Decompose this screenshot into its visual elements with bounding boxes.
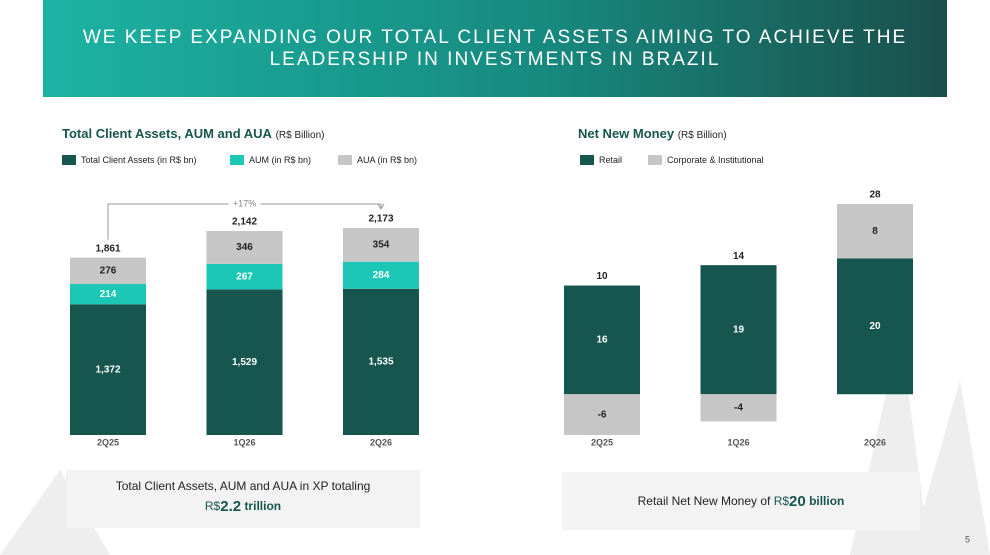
value-label: 1,372 xyxy=(95,364,120,375)
bar-segment xyxy=(206,289,283,435)
chart-title: Net New Money (R$ Billion) xyxy=(578,126,727,141)
x-tick-label: 1Q26 xyxy=(727,437,749,447)
chart-subtitle: (R$ Billion) xyxy=(678,130,727,141)
value-label: 354 xyxy=(373,240,390,251)
x-tick-label: 2Q26 xyxy=(370,437,392,447)
value-label: -4 xyxy=(734,402,743,413)
callout-prefix: R$ xyxy=(205,499,221,513)
callout-prefix: R$ xyxy=(774,494,790,508)
legend-swatch xyxy=(62,155,76,165)
chart-title: Total Client Assets, AUM and AUA (R$ Bil… xyxy=(62,126,324,141)
bar-segment xyxy=(70,257,146,284)
legend-label: Retail xyxy=(599,155,622,165)
bar-segment xyxy=(837,258,913,395)
legend-swatch xyxy=(338,155,352,165)
callout-unit: trillion xyxy=(244,499,281,513)
x-tick-label: 2Q25 xyxy=(591,437,613,447)
value-label: 16 xyxy=(596,335,608,346)
bar-segment xyxy=(206,230,283,264)
total-label: 2,142 xyxy=(232,217,257,228)
value-label: 346 xyxy=(236,242,253,253)
bar-segment xyxy=(343,228,419,262)
legend-label: Corporate & Institutional xyxy=(667,155,764,165)
bar-segment xyxy=(343,288,419,435)
legend-label: AUM (in R$ bn) xyxy=(249,155,311,165)
header-band xyxy=(43,0,947,97)
bar-segment xyxy=(206,263,283,290)
value-label: 284 xyxy=(373,270,390,281)
callout-amount: 2.2 xyxy=(220,498,241,515)
callout-value: R$2.2 trillion xyxy=(205,498,281,515)
legend-label: AUA (in R$ bn) xyxy=(357,155,417,165)
legend-swatch xyxy=(580,155,594,165)
total-label: 2,173 xyxy=(368,214,393,225)
callout-text: Retail Net New Money of xyxy=(638,494,771,508)
page-number: 5 xyxy=(965,534,970,544)
value-label: 267 xyxy=(236,271,253,282)
total-label: 1,861 xyxy=(95,243,120,254)
value-label: 1,535 xyxy=(368,357,393,368)
value-label: 20 xyxy=(869,321,881,332)
bar-segment xyxy=(564,285,640,395)
bar-segment xyxy=(564,394,640,435)
chart-subtitle: (R$ Billion) xyxy=(276,130,325,141)
header-title: WE KEEP EXPANDING OUR TOTAL CLIENT ASSET… xyxy=(83,27,907,48)
total-label: 14 xyxy=(733,251,745,262)
chart-title-main: Net New Money xyxy=(578,126,675,141)
value-label: 19 xyxy=(733,324,745,335)
legend-swatch xyxy=(648,155,662,165)
bar-segment xyxy=(700,394,777,422)
callout-line: Retail Net New Money of R$20 billion xyxy=(638,493,845,510)
bar-segment xyxy=(343,261,419,289)
header-title: LEADERSHIP IN INVESTMENTS IN BRAZIL xyxy=(270,49,721,70)
x-tick-label: 2Q25 xyxy=(97,437,119,447)
legend-swatch xyxy=(230,155,244,165)
bar-segment xyxy=(70,283,146,305)
bar-segment xyxy=(837,204,913,259)
annotation: +17% xyxy=(233,198,256,208)
annotation-bg xyxy=(228,198,261,210)
annotation-arrow xyxy=(377,203,385,210)
legend-label: Total Client Assets (in R$ bn) xyxy=(81,155,197,165)
callout-unit: billion xyxy=(809,494,844,508)
total-label: 10 xyxy=(596,271,608,282)
value-label: 1,529 xyxy=(232,357,257,368)
bar-segment xyxy=(700,265,777,395)
total-label: 28 xyxy=(869,190,881,201)
callout-box xyxy=(66,470,420,528)
callout-amount: 20 xyxy=(789,493,806,510)
bar-segment xyxy=(70,304,146,435)
callout-text: Total Client Assets, AUM and AUA in XP t… xyxy=(116,479,371,493)
callout-box xyxy=(562,472,920,530)
chart-title-main: Total Client Assets, AUM and AUA xyxy=(62,126,273,141)
value-label: -6 xyxy=(598,409,607,420)
value-label: 276 xyxy=(100,265,117,276)
x-tick-label: 2Q26 xyxy=(864,437,886,447)
value-label: 8 xyxy=(872,226,878,237)
value-label: 214 xyxy=(100,289,117,300)
x-tick-label: 1Q26 xyxy=(233,437,255,447)
